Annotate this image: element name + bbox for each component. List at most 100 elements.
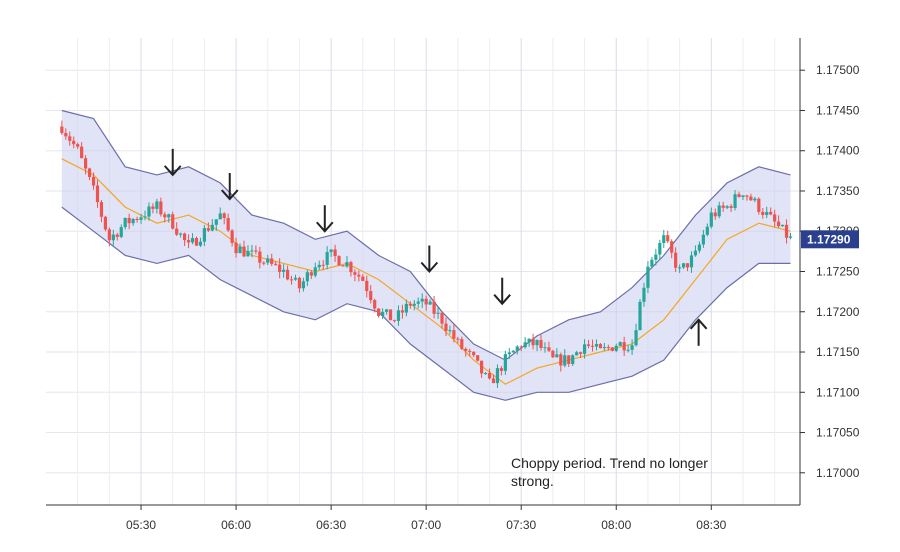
candle-body [670,241,674,253]
y-tick-label: 1.17450 [816,103,860,117]
candle-body [507,352,511,355]
y-tick-label: 1.17200 [816,305,860,319]
candle-body [258,251,262,263]
candle-body [167,214,171,218]
candle-body [155,201,159,209]
candle-body [606,347,610,349]
candle-body [448,330,452,332]
candle-body [230,230,234,243]
candle-body [349,262,353,273]
candle-body [642,287,646,302]
candle-body [424,298,428,305]
candle-body [769,211,773,215]
x-tick-label: 08:30 [696,518,726,532]
candle-body [436,312,440,314]
candle-body [131,218,135,224]
candle-body [119,227,123,237]
candle-body [234,242,238,254]
x-tick-label: 08:00 [601,518,631,532]
arrow-head [689,318,708,330]
candle-body [634,330,638,346]
candle-body [749,196,753,201]
candle-body [511,350,515,353]
candle-body [567,355,571,364]
candle-body [535,340,539,346]
candle-body [357,274,361,277]
candle-body [622,342,626,351]
candle-body [721,205,725,208]
candle-body [547,347,551,351]
candle-body [222,213,226,219]
candle-body [76,144,80,147]
candle-body [527,338,531,343]
candle-body [404,303,408,313]
candle-body [285,269,290,280]
candle-body [745,195,749,197]
candle-body [531,338,535,346]
candle-body [563,355,567,366]
y-tick-label: 1.17500 [816,63,860,77]
candle-body [784,224,789,238]
candle-body [480,360,484,374]
candle-body [171,214,175,229]
candle-body [210,224,214,231]
candle-body [289,279,294,281]
candle-body [610,347,614,351]
candle-body [666,235,670,242]
candle-body [753,198,757,201]
candle-body [123,217,127,228]
candle-body [183,233,187,241]
candle-body [369,291,373,301]
candle-body [579,352,583,354]
candle-body [341,265,345,267]
candle-body [456,338,460,340]
candle-body [503,354,507,371]
candle-body [420,298,424,302]
candle-body [709,212,713,227]
candle-body [270,258,274,264]
x-tick-label: 07:00 [411,518,441,532]
candle-body [460,339,464,349]
candle-body [788,236,793,238]
candle-body [103,216,108,230]
candle-body [214,219,218,225]
candle-body [733,194,737,208]
candle-body [432,301,436,314]
candle-body [737,194,741,197]
candle-body [717,205,721,217]
candle-body [361,276,365,281]
candle-body [384,309,389,312]
annotation-arrows [163,148,708,346]
bollinger-lower-line [61,206,791,401]
candle-body [190,238,195,243]
candle-body [602,347,606,349]
arrow-head [493,294,511,306]
candle-body [614,345,618,351]
candle-body [452,330,456,339]
candle-body [678,267,682,269]
current-price-tag: 1.17290 [801,230,859,249]
candle-body [325,252,329,265]
candle-body [618,342,622,346]
candle-body [491,378,496,384]
candle-body [111,234,115,241]
candles [60,120,793,388]
bollinger-middle-line [61,158,791,385]
candle-body [301,281,306,289]
arrow-down-icon [493,277,511,306]
candle-body [697,244,702,251]
candle-body [202,228,207,242]
candle-body [266,258,270,263]
candle-body [693,250,698,256]
candle-body [650,259,654,267]
y-tick-label: 1.17050 [816,426,860,440]
candle-body [483,373,488,375]
candle-body [238,246,242,254]
candle-body [115,234,119,237]
chart-annotation-text: Choppy period. Trend no longer strong. [511,455,708,489]
current-price-tag-bg [801,230,859,249]
candle-body [373,300,377,309]
arrow-down-icon [221,173,239,201]
y-tick-label: 1.17000 [816,466,860,480]
